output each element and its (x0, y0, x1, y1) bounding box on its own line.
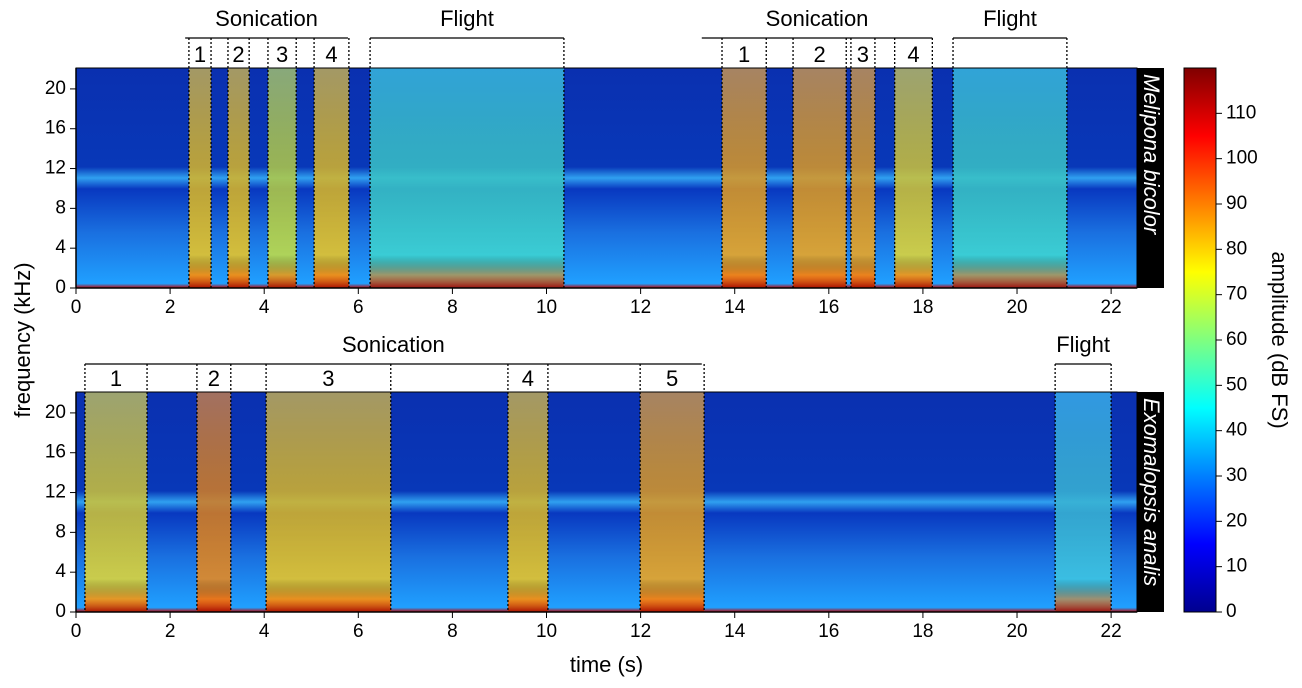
species-label: Exomalopsis analis (1139, 398, 1164, 586)
event-shade (722, 68, 767, 288)
event-shade (894, 68, 933, 288)
event-label: 1 (194, 42, 206, 67)
x-tick-label: 12 (630, 297, 651, 318)
bracket-label: Flight (440, 6, 494, 31)
event-label: 3 (322, 366, 334, 391)
bracket-label: Sonication (342, 332, 445, 357)
y-tick-label: 20 (45, 402, 66, 423)
colorbar-tick-label: 100 (1226, 148, 1258, 169)
colorbar-tick-label: 60 (1226, 329, 1247, 350)
x-tick-label: 4 (259, 297, 270, 318)
colorbar-tick-label: 30 (1226, 465, 1247, 486)
colorbar-tick-label: 110 (1226, 102, 1256, 123)
event-shade (227, 68, 250, 288)
x-tick-label: 4 (259, 621, 270, 642)
event-shade (953, 68, 1067, 288)
species-label: Melipona bicolor (1139, 74, 1164, 236)
event-label: 4 (907, 42, 919, 67)
colorbar-tick-label: 50 (1226, 374, 1247, 395)
event-shade (84, 392, 148, 612)
colorbar-tick-label: 80 (1226, 238, 1247, 259)
event-shade (267, 68, 297, 288)
y-tick-label: 4 (55, 561, 66, 582)
event-label: 4 (325, 42, 337, 67)
event-shade (196, 392, 231, 612)
bracket-label: Sonication (766, 6, 869, 31)
x-tick-label: 12 (630, 621, 651, 642)
colorbar-tick-label: 90 (1226, 193, 1247, 214)
colorbar (1183, 67, 1217, 613)
event-label: 2 (232, 42, 244, 67)
y-axis-label: frequency (kHz) (10, 262, 35, 417)
x-tick-label: 14 (724, 297, 746, 318)
event-label: 2 (814, 42, 826, 67)
colorbar-tick-label: 70 (1226, 284, 1247, 305)
event-label: 3 (857, 42, 869, 67)
y-tick-label: 0 (55, 601, 66, 622)
y-tick-label: 12 (45, 158, 66, 179)
x-tick-label: 22 (1101, 297, 1122, 318)
x-tick-label: 8 (447, 297, 458, 318)
x-tick-label: 2 (165, 297, 176, 318)
x-tick-label: 16 (818, 297, 839, 318)
event-shade (314, 68, 349, 288)
event-shade (1055, 392, 1112, 612)
y-tick-label: 8 (55, 197, 66, 218)
event-shade (188, 68, 212, 288)
event-shade (507, 392, 548, 612)
event-label: 1 (110, 366, 122, 391)
event-shade (370, 68, 564, 288)
spectrogram-background (76, 392, 1137, 612)
y-tick-label: 20 (45, 78, 66, 99)
event-label: 3 (276, 42, 288, 67)
event-label: 4 (522, 366, 534, 391)
y-tick-label: 8 (55, 521, 66, 542)
x-tick-label: 6 (353, 621, 364, 642)
colorbar-tick-label: 10 (1226, 556, 1247, 577)
x-tick-label: 10 (536, 621, 557, 642)
colorbar-tick-label: 40 (1226, 420, 1247, 441)
x-tick-label: 18 (912, 621, 933, 642)
species-box (1137, 68, 1164, 288)
event-shade (640, 392, 705, 612)
bracket-label: Flight (1056, 332, 1110, 357)
bracket-label: Flight (983, 6, 1037, 31)
event-shade (793, 68, 847, 288)
event-label: 5 (666, 366, 678, 391)
x-tick-label: 16 (818, 621, 839, 642)
event-shade (266, 392, 391, 612)
y-tick-label: 16 (45, 118, 66, 139)
x-tick-label: 10 (536, 297, 557, 318)
colorbar-tick-label: 20 (1226, 510, 1247, 531)
x-tick-label: 14 (724, 621, 746, 642)
event-shade (850, 68, 875, 288)
x-tick-label: 8 (447, 621, 458, 642)
bracket-label: Sonication (215, 6, 318, 31)
event-label: 1 (738, 42, 750, 67)
x-tick-label: 18 (912, 297, 933, 318)
y-tick-label: 0 (55, 277, 66, 298)
species-box (1137, 392, 1164, 612)
y-tick-label: 12 (45, 482, 66, 503)
x-tick-label: 6 (353, 297, 364, 318)
y-tick-label: 16 (45, 442, 66, 463)
x-tick-label: 20 (1006, 297, 1027, 318)
x-tick-label: 2 (165, 621, 176, 642)
x-axis-label: time (s) (570, 652, 643, 677)
event-label: 2 (208, 366, 220, 391)
x-tick-label: 20 (1006, 621, 1027, 642)
x-tick-label: 0 (71, 621, 82, 642)
y-tick-label: 4 (55, 237, 66, 258)
x-tick-label: 22 (1101, 621, 1122, 642)
x-tick-label: 0 (71, 297, 82, 318)
colorbar-label: amplitude (dB FS) (1267, 251, 1292, 428)
colorbar-tick-label: 0 (1226, 601, 1237, 622)
